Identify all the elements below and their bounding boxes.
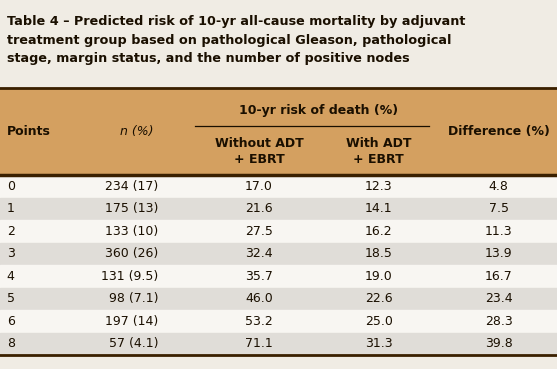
Text: 35.7: 35.7 xyxy=(245,270,273,283)
Text: 5: 5 xyxy=(7,292,14,305)
Bar xyxy=(0,175,557,197)
Text: Points: Points xyxy=(7,125,51,138)
Text: n (%): n (%) xyxy=(120,125,153,138)
Bar xyxy=(0,265,557,287)
Text: 18.5: 18.5 xyxy=(365,247,393,260)
Text: 131 (9.5): 131 (9.5) xyxy=(101,270,159,283)
Bar xyxy=(0,220,557,242)
Text: Without ADT
+ EBRT: Without ADT + EBRT xyxy=(214,137,304,166)
Text: 133 (10): 133 (10) xyxy=(105,225,159,238)
Text: Difference (%): Difference (%) xyxy=(448,125,549,138)
Bar xyxy=(0,310,557,332)
Text: 17.0: 17.0 xyxy=(245,180,273,193)
Text: 14.1: 14.1 xyxy=(365,202,393,215)
Text: 12.3: 12.3 xyxy=(365,180,393,193)
Text: 8: 8 xyxy=(7,337,14,350)
Text: 0: 0 xyxy=(7,180,14,193)
Bar xyxy=(0,197,557,220)
Text: 10-yr risk of death (%): 10-yr risk of death (%) xyxy=(240,104,398,117)
Text: 4: 4 xyxy=(7,270,14,283)
Text: 2: 2 xyxy=(7,225,14,238)
Bar xyxy=(0,0,557,88)
Text: 71.1: 71.1 xyxy=(245,337,273,350)
Bar xyxy=(0,287,557,310)
Text: 23.4: 23.4 xyxy=(485,292,512,305)
Text: 3: 3 xyxy=(7,247,14,260)
Text: 360 (26): 360 (26) xyxy=(105,247,159,260)
Text: 53.2: 53.2 xyxy=(245,315,273,328)
Text: 32.4: 32.4 xyxy=(245,247,273,260)
Text: 175 (13): 175 (13) xyxy=(105,202,159,215)
Text: 4.8: 4.8 xyxy=(488,180,509,193)
Text: 27.5: 27.5 xyxy=(245,225,273,238)
Text: 16.7: 16.7 xyxy=(485,270,512,283)
Text: 6: 6 xyxy=(7,315,14,328)
Text: 1: 1 xyxy=(7,202,14,215)
Text: 7.5: 7.5 xyxy=(488,202,509,215)
Text: 11.3: 11.3 xyxy=(485,225,512,238)
Text: 25.0: 25.0 xyxy=(365,315,393,328)
Text: 197 (14): 197 (14) xyxy=(105,315,159,328)
Bar xyxy=(0,88,557,175)
Text: 19.0: 19.0 xyxy=(365,270,393,283)
Text: With ADT
+ EBRT: With ADT + EBRT xyxy=(346,137,412,166)
Text: 57 (4.1): 57 (4.1) xyxy=(109,337,159,350)
Text: 234 (17): 234 (17) xyxy=(105,180,159,193)
Text: 21.6: 21.6 xyxy=(245,202,273,215)
Bar xyxy=(0,332,557,355)
Text: 46.0: 46.0 xyxy=(245,292,273,305)
Text: 22.6: 22.6 xyxy=(365,292,393,305)
Text: 28.3: 28.3 xyxy=(485,315,512,328)
Text: 98 (7.1): 98 (7.1) xyxy=(109,292,159,305)
Text: 16.2: 16.2 xyxy=(365,225,393,238)
Text: 39.8: 39.8 xyxy=(485,337,512,350)
Bar xyxy=(0,242,557,265)
Text: Table 4 – Predicted risk of 10-yr all-cause mortality by adjuvant
treatment grou: Table 4 – Predicted risk of 10-yr all-ca… xyxy=(7,15,466,65)
Text: 31.3: 31.3 xyxy=(365,337,393,350)
Text: 13.9: 13.9 xyxy=(485,247,512,260)
